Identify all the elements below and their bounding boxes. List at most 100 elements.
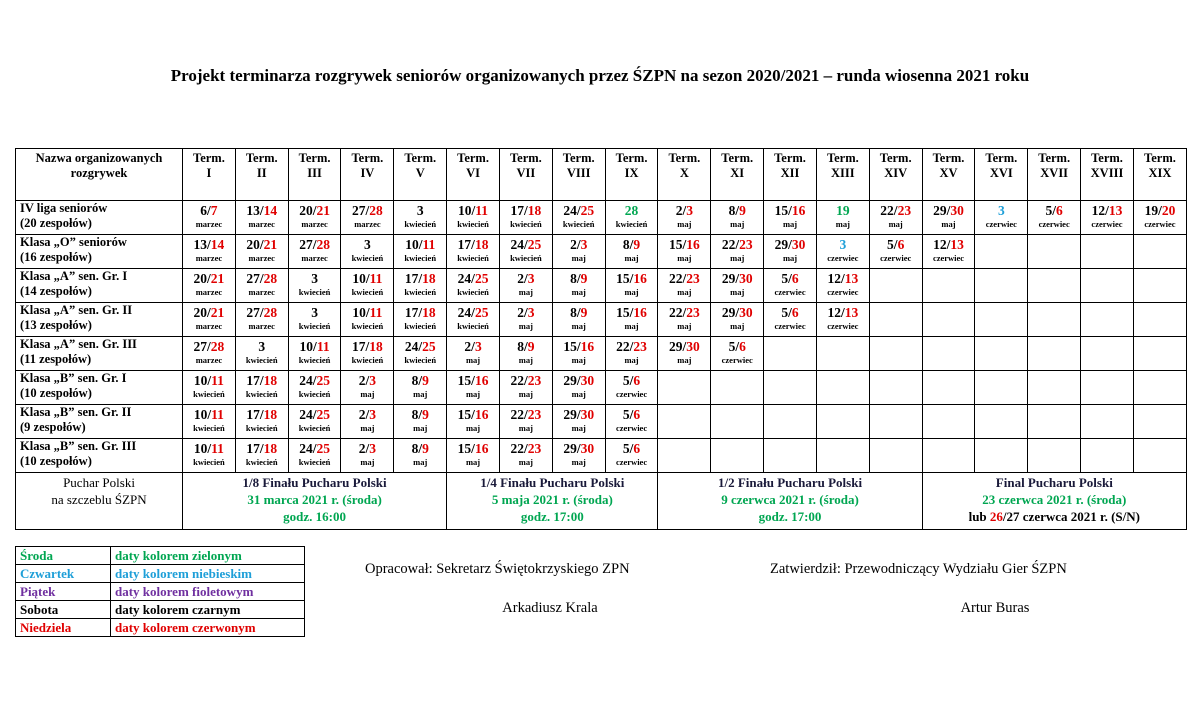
- date-cell: [868, 438, 923, 473]
- date-part: 2/: [570, 237, 581, 252]
- name-line: Klasa „B” sen. Gr. I: [20, 371, 127, 385]
- date-part: 10/: [352, 305, 370, 320]
- date-cell: 28 kwiecień: [604, 200, 659, 235]
- date-month: maj: [677, 287, 692, 297]
- cup-label: Puchar Polski na szczeblu ŚZPN: [15, 472, 183, 530]
- header-cell: Term. V: [393, 148, 448, 201]
- date-cell: [921, 268, 976, 303]
- league-row: Klasa „B” sen. Gr. I (10 zespołów) 10/11 kw…: [15, 370, 1188, 405]
- date-cell: [974, 234, 1029, 269]
- date-cell: 24/25 kwiecień: [551, 200, 606, 235]
- date-month: marzec: [301, 219, 328, 229]
- date-cell: 22/23 maj: [657, 302, 712, 337]
- date-part: 2/: [358, 407, 370, 422]
- date-cell: 24/25 kwiecień: [287, 438, 342, 473]
- date-part: 10/: [352, 271, 370, 286]
- date-cell: 15/16 maj: [446, 370, 500, 405]
- date-days: 10/11: [394, 235, 446, 253]
- date-part: 2/: [517, 305, 528, 320]
- date-part: 27/: [299, 237, 317, 252]
- cup-text: 1/2 Finału Pucharu Polski: [717, 475, 863, 490]
- header-line: XV: [939, 166, 958, 180]
- header-cell: Term. IX: [604, 148, 659, 201]
- date-part: 22/: [510, 407, 528, 422]
- date-part: 15/: [616, 305, 634, 320]
- date-part: 28: [369, 203, 383, 218]
- date-part: 25: [316, 407, 330, 422]
- date-part: 15/: [668, 237, 687, 252]
- cup-row: Puchar Polski na szczeblu ŚZPN 1/8 Finału …: [15, 472, 1188, 530]
- date-cell: 22/23 maj: [498, 370, 553, 405]
- date-days: 10/11: [341, 303, 393, 321]
- league-name: Klasa „A” sen. Gr. I (14 zespołów): [15, 268, 183, 303]
- date-days: 22/23: [500, 439, 552, 457]
- date-month: czerwiec: [1144, 219, 1176, 229]
- date-part: 30: [739, 305, 753, 320]
- date-part: 3: [997, 203, 1005, 218]
- date-days: 2/3: [341, 371, 393, 389]
- date-cell: 29/30 maj: [710, 268, 765, 303]
- date-part: 30: [580, 441, 595, 456]
- date-month: kwiecień: [510, 219, 542, 229]
- date-cell: 5/6 czerwiec: [604, 438, 659, 473]
- header-line: Term.: [985, 151, 1018, 165]
- date-part: 17/: [404, 305, 423, 320]
- date-part: 25: [316, 441, 330, 456]
- prepared-name: Arkadiusz Krala: [502, 600, 598, 616]
- date-days: 10/11: [183, 371, 235, 389]
- date-part: 2/: [358, 441, 370, 456]
- approved-name: Artur Buras: [960, 600, 1030, 616]
- date-month: maj: [730, 287, 745, 297]
- date-days: 6/7: [183, 201, 235, 219]
- date-month: maj: [730, 219, 745, 229]
- date-cell: [710, 438, 765, 473]
- date-days: 20/21: [183, 303, 235, 321]
- date-part: 11: [369, 271, 383, 286]
- date-month: marzec: [195, 355, 223, 365]
- date-cell: [1027, 234, 1082, 269]
- cup-text: godz. 17:00: [520, 509, 584, 524]
- date-cell: 2/3 maj: [498, 268, 553, 303]
- date-part: 13/: [246, 203, 264, 218]
- date-part: 23: [686, 271, 700, 286]
- date-cell: [815, 336, 870, 371]
- date-cell: 12/13 czerwiec: [815, 302, 870, 337]
- date-part: 3: [686, 203, 693, 218]
- date-part: 27/: [193, 339, 211, 354]
- date-part: 22/: [668, 271, 687, 286]
- date-part: 29/: [563, 373, 581, 388]
- date-month: kwiecień: [193, 457, 225, 467]
- date-days: 2/3: [500, 303, 552, 321]
- name-line: Klasa „A” sen. Gr. II: [20, 303, 133, 317]
- date-part: 11: [211, 441, 224, 456]
- date-days: 12/13: [923, 235, 975, 253]
- date-part: 15/: [457, 407, 475, 422]
- date-days: 2/3: [341, 439, 393, 457]
- date-days: 22/23: [500, 371, 552, 389]
- date-cell: [1080, 302, 1134, 337]
- date-part: 5/: [887, 237, 898, 252]
- date-month: marzec: [195, 287, 223, 297]
- header-line: VIII: [566, 166, 591, 180]
- date-part: 8/: [570, 271, 581, 286]
- date-cell: [1132, 234, 1188, 269]
- header-line: Term.: [668, 151, 701, 165]
- date-month: kwiecień: [298, 457, 331, 467]
- cup-line: godz. 17:00: [447, 508, 657, 525]
- legend-day: Niedziela: [15, 618, 111, 637]
- header-line: VII: [516, 166, 536, 180]
- date-cell: 29/30 maj: [710, 302, 765, 337]
- date-part: 29/: [563, 441, 581, 456]
- date-part: 6: [791, 305, 799, 320]
- date-month: kwiecień: [404, 287, 437, 297]
- name-line: (13 zespołów): [20, 318, 92, 332]
- date-days: 19: [817, 201, 869, 219]
- date-cell: [974, 370, 1029, 405]
- date-month: maj: [571, 253, 586, 263]
- date-part: 25: [474, 305, 489, 320]
- date-part: 20/: [193, 271, 211, 286]
- date-month: maj: [730, 321, 745, 331]
- date-month: maj: [413, 423, 428, 433]
- league-row: IV liga seniorów (20 zespołów) 6/7 marzec 13…: [15, 200, 1188, 235]
